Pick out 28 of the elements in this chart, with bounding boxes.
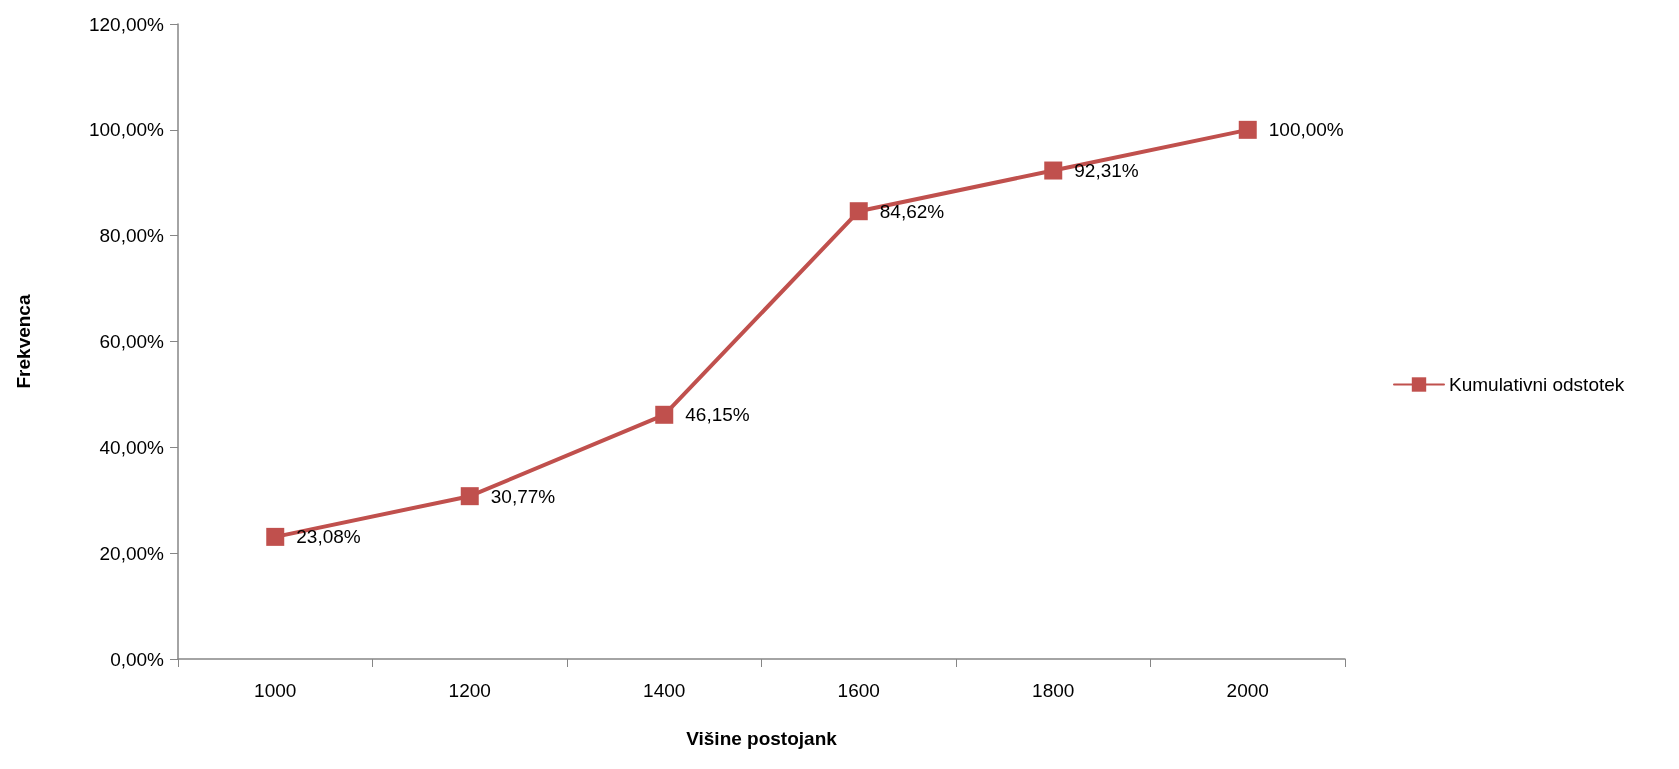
y-axis-title: Frekvenca bbox=[13, 294, 34, 389]
point bbox=[266, 527, 285, 546]
y-tick-label: 120,00% bbox=[88, 13, 165, 35]
legend-label: Kumulativni odstotek bbox=[1449, 374, 1625, 395]
x-tick-label: 1400 bbox=[643, 680, 686, 701]
data-label: 23,08% bbox=[296, 526, 361, 548]
y-tick-label: 40,00% bbox=[99, 436, 165, 458]
x-tick-label: 2000 bbox=[1226, 680, 1269, 701]
y-tick-label: 80,00% bbox=[99, 225, 165, 247]
y-tick-label: 20,00% bbox=[99, 542, 165, 564]
point bbox=[655, 405, 674, 424]
data-label: 30,77% bbox=[490, 485, 556, 507]
x-tick-label: 1600 bbox=[837, 680, 880, 701]
data-label: 46,15% bbox=[685, 404, 750, 426]
data-label: 84,62% bbox=[879, 200, 945, 222]
point bbox=[1238, 120, 1257, 139]
x-tick-label: 1200 bbox=[448, 680, 491, 701]
y-tick-label: 100,00% bbox=[88, 119, 165, 141]
x-axis-title: Višine postojank bbox=[686, 728, 838, 749]
x-tick-label: 1000 bbox=[254, 680, 297, 701]
point bbox=[1044, 161, 1063, 180]
y-tick-label: 60,00% bbox=[99, 331, 165, 352]
point bbox=[849, 202, 868, 221]
y-tick-label: 0,00% bbox=[110, 648, 165, 670]
point bbox=[460, 487, 479, 506]
data-label: 92,31% bbox=[1074, 160, 1139, 182]
data-label: 100,00% bbox=[1268, 119, 1344, 141]
x-tick-label: 1800 bbox=[1032, 680, 1075, 701]
